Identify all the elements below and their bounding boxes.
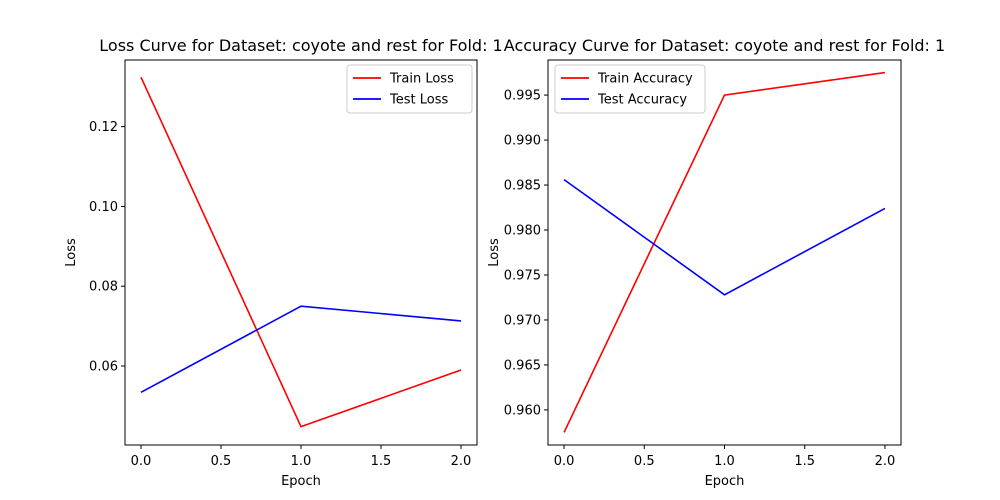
loss-chart-panel: 0.0 0.5 1.0 1.5 2.0 0.06 0.08 0.10 0.12 Epoch Loss… (64, 36, 503, 489)
accuracy-y-tick-label: 0.990 (504, 134, 541, 149)
accuracy-x-tick-label: 0.0 (554, 454, 575, 469)
loss-series-line-test-loss (140, 305, 462, 394)
loss-x-axis-label: Epoch (281, 474, 321, 489)
loss-y-axis-label: Loss (64, 238, 79, 267)
accuracy-series-line-test-accuracy (563, 178, 886, 296)
loss-series-line-train-loss (140, 76, 462, 428)
accuracy-y-tick-label: 0.970 (504, 313, 541, 328)
accuracy-x-axis-label: Epoch (705, 474, 745, 489)
loss-legend-label: Test Loss (389, 93, 448, 108)
loss-x-tick-label: 2.0 (451, 454, 472, 469)
accuracy-y-tick-label: 0.995 (504, 89, 541, 104)
loss-y-tick-label: 0.10 (89, 200, 118, 215)
accuracy-x-tick-label: 1.5 (794, 454, 815, 469)
accuracy-y-tick-label: 0.960 (504, 403, 541, 418)
accuracy-y-tick-label: 0.985 (504, 179, 541, 194)
loss-y-tick-label: 0.06 (89, 360, 118, 375)
loss-y-tick-label: 0.12 (89, 120, 118, 135)
accuracy-y-axis-label: Loss (487, 238, 502, 267)
loss-legend-label: Train Loss (389, 72, 454, 87)
accuracy-y-tick-label: 0.975 (504, 268, 541, 283)
accuracy-legend-box (554, 64, 706, 114)
loss-x-tick-label: 1.5 (371, 454, 392, 469)
accuracy-legend-label: Test Accuracy (597, 93, 687, 108)
loss-legend-box (346, 64, 473, 114)
loss-y-tick-label: 0.08 (89, 280, 118, 295)
loss-x-tick-label: 1.0 (291, 454, 312, 469)
accuracy-chart-panel: 0.0 0.5 1.0 1.5 2.0 0.960 0.965 0.970 0.975 0.980… (487, 36, 945, 489)
loss-x-tick-label: 0.5 (211, 454, 232, 469)
accuracy-y-tick-label: 0.980 (504, 224, 541, 239)
accuracy-chart-title: Accuracy Curve for Dataset: coyote and r… (504, 36, 945, 55)
accuracy-x-tick-label: 0.5 (634, 454, 655, 469)
accuracy-x-tick-label: 2.0 (875, 454, 896, 469)
loss-x-tick-label: 0.0 (131, 454, 152, 469)
accuracy-legend-label: Train Accuracy (597, 72, 693, 87)
accuracy-x-tick-label: 1.0 (714, 454, 735, 469)
loss-chart-title: Loss Curve for Dataset: coyote and rest … (99, 36, 502, 55)
accuracy-y-tick-label: 0.965 (504, 358, 541, 373)
accuracy-series-line-train-accuracy (563, 71, 886, 433)
